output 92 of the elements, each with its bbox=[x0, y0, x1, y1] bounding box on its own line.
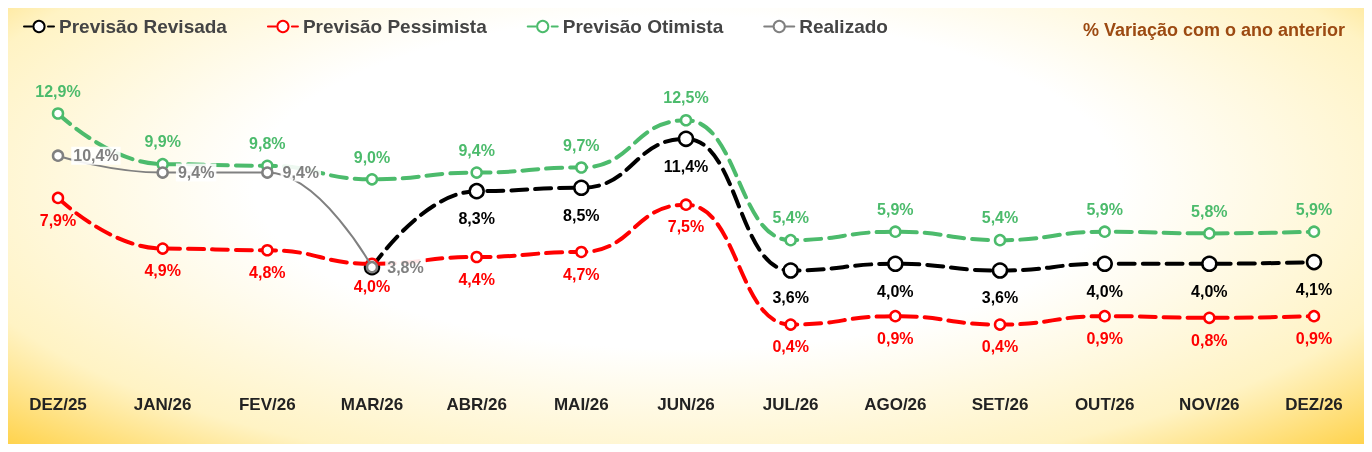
data-label: 4,0% bbox=[1086, 282, 1123, 300]
data-label: 7,9% bbox=[39, 211, 77, 229]
point bbox=[261, 166, 274, 179]
point bbox=[51, 149, 65, 162]
data-label: 0,8% bbox=[1191, 331, 1228, 349]
data-label: 7,5% bbox=[667, 218, 705, 236]
data-label: 12,9% bbox=[35, 82, 81, 100]
data-label: 10,4% bbox=[73, 147, 119, 165]
data-label: 5,8% bbox=[1191, 202, 1228, 220]
data-label: 4,0% bbox=[877, 282, 914, 300]
data-label: 3,6% bbox=[981, 289, 1019, 307]
point bbox=[573, 179, 590, 197]
x-tick-label: JUL/26 bbox=[762, 395, 819, 414]
point bbox=[887, 255, 904, 273]
point bbox=[993, 318, 1007, 331]
point bbox=[993, 233, 1007, 247]
data-label: 0,4% bbox=[772, 338, 809, 356]
data-label: 9,7% bbox=[563, 136, 600, 154]
point bbox=[1098, 309, 1111, 323]
point bbox=[575, 161, 588, 174]
point bbox=[1307, 225, 1321, 238]
point bbox=[679, 113, 693, 127]
data-label: 4,9% bbox=[144, 262, 181, 280]
point bbox=[51, 107, 65, 120]
data-label: 3,6% bbox=[772, 289, 809, 307]
data-label: 3,8% bbox=[387, 258, 424, 276]
data-label: 9,4% bbox=[177, 164, 215, 182]
x-tick-label: AGO/26 bbox=[864, 395, 927, 414]
point bbox=[51, 191, 65, 205]
data-label: 11,4% bbox=[663, 157, 709, 175]
data-label: 9,4% bbox=[282, 164, 320, 182]
data-label: 0,9% bbox=[1295, 329, 1333, 347]
data-label: 5,9% bbox=[1086, 200, 1123, 218]
x-tick-label: ABR/26 bbox=[446, 395, 507, 414]
point bbox=[156, 242, 169, 255]
x-tick-label: MAR/26 bbox=[340, 395, 404, 414]
data-label: 0,4% bbox=[981, 338, 1019, 356]
legend-label: Previsão Otimista bbox=[562, 16, 724, 37]
point bbox=[365, 173, 379, 186]
point bbox=[1305, 253, 1323, 271]
point bbox=[1307, 309, 1321, 323]
legend-label: Realizado bbox=[799, 16, 888, 37]
x-tick-label: OUT/26 bbox=[1074, 395, 1135, 414]
x-tick-label: NOV/26 bbox=[1179, 395, 1240, 414]
point bbox=[782, 262, 799, 279]
x-tick-label: JUN/26 bbox=[657, 395, 715, 414]
data-label: 0,9% bbox=[877, 329, 914, 347]
data-label: 4,7% bbox=[563, 265, 600, 283]
data-label: 4,4% bbox=[458, 270, 495, 288]
point bbox=[470, 250, 483, 264]
point bbox=[156, 166, 169, 179]
point bbox=[784, 318, 797, 331]
data-label: 4,0% bbox=[353, 277, 391, 295]
legend-label: Previsão Revisada bbox=[59, 16, 228, 37]
point bbox=[1096, 255, 1113, 273]
point bbox=[677, 130, 695, 148]
point bbox=[991, 262, 1009, 279]
point bbox=[1201, 255, 1218, 273]
x-tick-label: FEV/26 bbox=[238, 395, 296, 414]
point bbox=[1203, 311, 1216, 325]
point bbox=[784, 233, 797, 247]
data-label: 4,8% bbox=[249, 264, 286, 282]
data-label: 5,9% bbox=[877, 200, 914, 218]
chart-title: % Variação com o ano anterior bbox=[1082, 20, 1345, 40]
data-label: 12,5% bbox=[663, 89, 709, 107]
x-tick-label: MAI/26 bbox=[553, 395, 609, 414]
data-label: 5,9% bbox=[1295, 200, 1333, 218]
point bbox=[468, 182, 485, 200]
point bbox=[1203, 227, 1216, 240]
data-label: 4,0% bbox=[1191, 282, 1228, 300]
x-tick-label: DEZ/25 bbox=[29, 395, 87, 414]
x-tick-label: JAN/26 bbox=[133, 395, 192, 414]
data-label: 8,5% bbox=[563, 206, 600, 224]
x-tick-label: SET/26 bbox=[971, 395, 1029, 414]
data-label: 9,4% bbox=[458, 141, 495, 159]
point bbox=[889, 309, 902, 323]
data-label: 8,3% bbox=[458, 209, 495, 227]
point bbox=[679, 198, 693, 211]
data-label: 9,9% bbox=[144, 133, 181, 151]
point bbox=[261, 244, 274, 257]
data-label: 0,9% bbox=[1086, 329, 1123, 347]
point bbox=[575, 245, 588, 259]
data-label: 9,8% bbox=[249, 135, 286, 153]
data-label: 9,0% bbox=[353, 148, 391, 166]
point bbox=[470, 166, 483, 179]
data-label: 5,4% bbox=[981, 209, 1019, 227]
data-label: 4,1% bbox=[1295, 280, 1333, 298]
data-label: 5,4% bbox=[772, 209, 809, 227]
x-tick-label: DEZ/26 bbox=[1285, 395, 1343, 414]
legend-label: Previsão Pessimista bbox=[302, 16, 488, 37]
point bbox=[1098, 225, 1111, 238]
point bbox=[889, 225, 902, 238]
